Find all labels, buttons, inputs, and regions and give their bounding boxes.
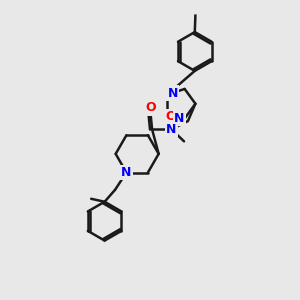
Text: N: N xyxy=(166,123,177,136)
Text: O: O xyxy=(166,110,176,123)
Text: N: N xyxy=(121,166,132,179)
Text: N: N xyxy=(167,87,178,100)
Text: N: N xyxy=(174,112,184,125)
Text: O: O xyxy=(145,101,156,114)
